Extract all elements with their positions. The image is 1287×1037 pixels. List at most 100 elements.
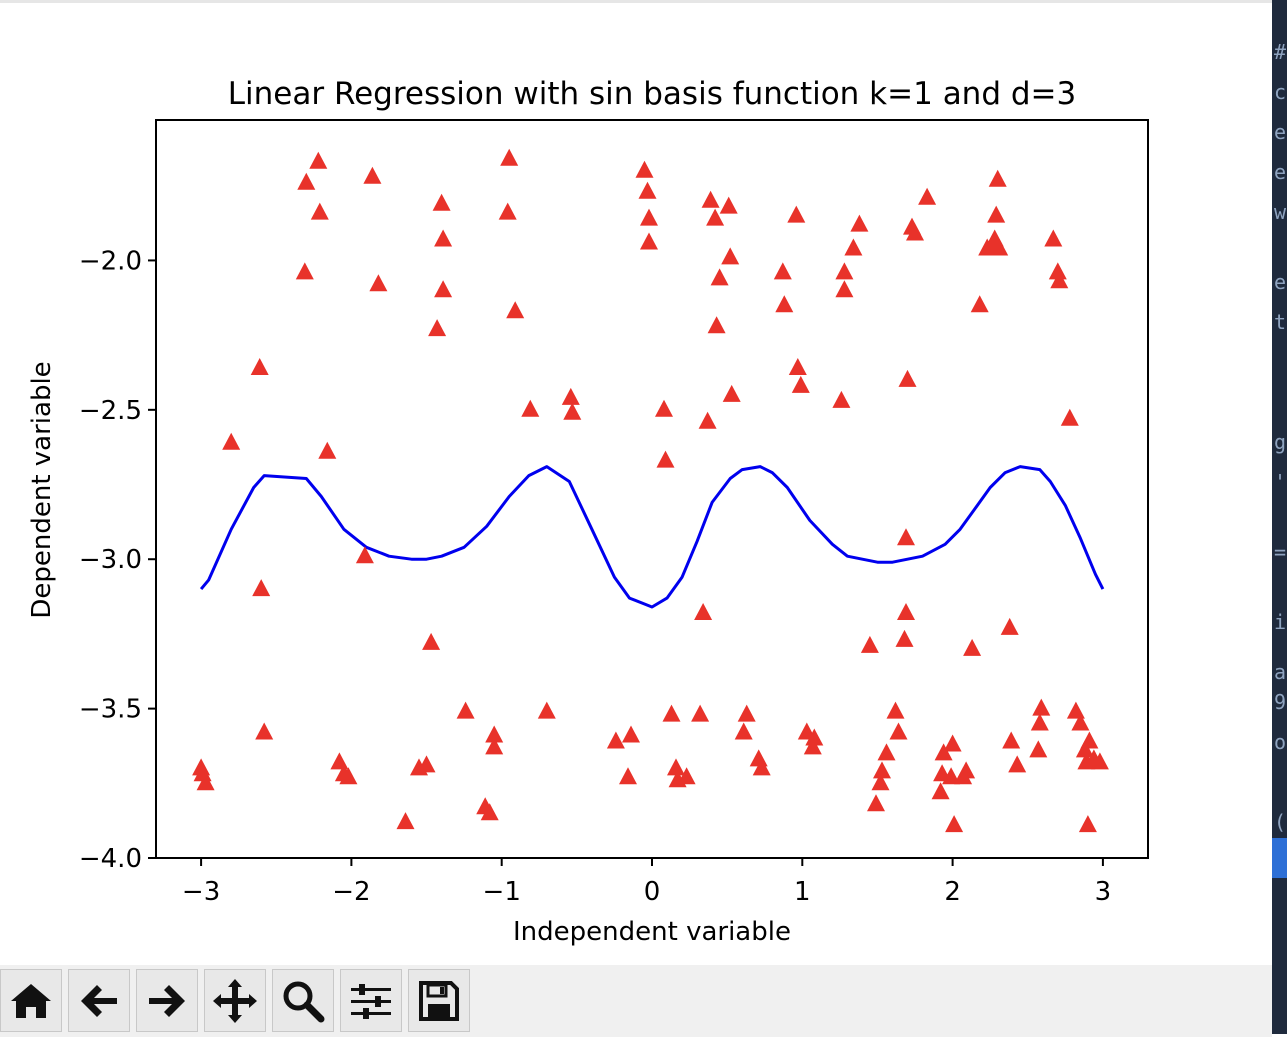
scatter-point: [1078, 815, 1097, 833]
configure-subplots-button[interactable]: [340, 969, 402, 1032]
scatter-point: [970, 295, 989, 313]
scatter-point: [363, 166, 382, 184]
scatter-point: [691, 704, 710, 722]
scatter-point: [906, 223, 924, 241]
sliders-icon: [351, 983, 391, 1019]
background-code-fragment: g: [1274, 430, 1287, 454]
floppy-disk-icon: [419, 980, 459, 1021]
scatter-point: [369, 274, 388, 292]
scatter-point: [1075, 740, 1094, 758]
scatter-point: [1090, 752, 1109, 770]
scatter-point: [309, 151, 328, 169]
scatter-point: [498, 202, 517, 220]
x-tick-label: −1: [483, 877, 521, 907]
scatter-point: [434, 280, 453, 298]
save-button[interactable]: [408, 969, 470, 1032]
scatter-point: [805, 728, 824, 746]
background-code-fragment: ': [1274, 470, 1287, 494]
scatter-point: [222, 432, 241, 450]
scatter-point: [485, 725, 504, 743]
scatter-point: [1050, 271, 1069, 289]
scatter-point: [635, 160, 654, 178]
scatter-point: [791, 375, 810, 393]
x-axis-label: Independent variable: [513, 917, 791, 947]
background-code-fragment: e: [1274, 160, 1287, 184]
scatter-point: [1060, 408, 1079, 426]
y-tick-label: −4.0: [79, 844, 142, 874]
scatter-point: [719, 196, 738, 214]
scatter-point: [255, 722, 274, 740]
y-tick-label: −2.5: [79, 396, 142, 426]
scatter-point: [640, 232, 658, 250]
scatter-point: [787, 205, 806, 223]
scatter-point: [1008, 755, 1027, 773]
scatter-point: [1002, 731, 1021, 749]
scatter-point: [640, 208, 658, 226]
scatter-point: [698, 411, 717, 429]
scatter-point: [835, 262, 854, 280]
home-button[interactable]: [0, 969, 62, 1032]
scatter-point: [988, 169, 1007, 187]
scatter-point: [990, 238, 1009, 256]
background-selection-bar: [1272, 838, 1287, 878]
x-axis: −3 −2 −1 0 1 2 3: [182, 858, 1111, 907]
scatter-point: [417, 755, 436, 773]
scatter-point: [886, 701, 905, 719]
x-tick-label: 0: [644, 877, 661, 907]
scatter-point: [677, 767, 696, 785]
scatter-point: [889, 722, 908, 740]
zoom-button[interactable]: [272, 969, 334, 1032]
scatter-point: [537, 701, 556, 719]
y-axis-label: Dependent variable: [27, 361, 57, 618]
background-code-fragment: 9: [1274, 690, 1287, 714]
move-icon: [213, 978, 257, 1023]
background-code-fragment: #: [1274, 40, 1287, 64]
scatter-point: [432, 193, 451, 211]
scatter-point: [775, 295, 794, 313]
scatter-point: [662, 704, 681, 722]
scatter-point: [655, 399, 673, 417]
scatter-point: [860, 635, 879, 653]
scatter-point: [873, 761, 891, 779]
scatter-point: [295, 262, 314, 280]
x-tick-label: −3: [182, 877, 220, 907]
x-tick-label: 3: [1095, 877, 1112, 907]
y-axis: −4.0 −3.5 −3.0 −2.5 −2.0: [79, 246, 156, 874]
scatter-point: [434, 229, 453, 247]
scatter-point: [252, 579, 271, 597]
scatter-layer: [192, 148, 1109, 833]
scatter-point: [957, 761, 976, 779]
scatter-point: [752, 758, 771, 776]
scatter-point: [898, 369, 917, 387]
scatter-point: [788, 358, 807, 375]
background-code-fragment: =: [1274, 540, 1287, 564]
scatter-point: [428, 319, 447, 337]
scatter-point: [707, 316, 726, 334]
scatter-point: [773, 262, 792, 280]
scatter-point: [561, 387, 580, 405]
scatter-point: [563, 402, 582, 420]
forward-button[interactable]: [136, 969, 198, 1032]
scatter-point: [310, 202, 329, 220]
back-button[interactable]: [68, 969, 130, 1032]
scatter-point: [694, 603, 713, 620]
scatter-point: [832, 390, 851, 408]
scatter-point: [656, 450, 675, 468]
scatter-point: [867, 794, 885, 812]
background-code-fragment: (: [1274, 810, 1287, 834]
chart-title: Linear Regression with sin basis functio…: [228, 76, 1077, 112]
scatter-point: [1030, 713, 1049, 731]
scatter-point: [803, 737, 822, 755]
scatter-point: [1029, 740, 1048, 758]
background-code-fragment: i: [1274, 610, 1287, 634]
pan-button[interactable]: [204, 969, 266, 1032]
scatter-point: [396, 812, 415, 830]
scatter-point: [619, 767, 637, 785]
scatter-point: [480, 803, 499, 821]
scatter-point: [871, 773, 890, 791]
scatter-point: [521, 399, 540, 417]
plot-area[interactable]: [155, 119, 1149, 859]
navigation-toolbar: [0, 965, 1272, 1037]
scatter-point: [897, 603, 915, 620]
scatter-point: [1080, 731, 1099, 749]
